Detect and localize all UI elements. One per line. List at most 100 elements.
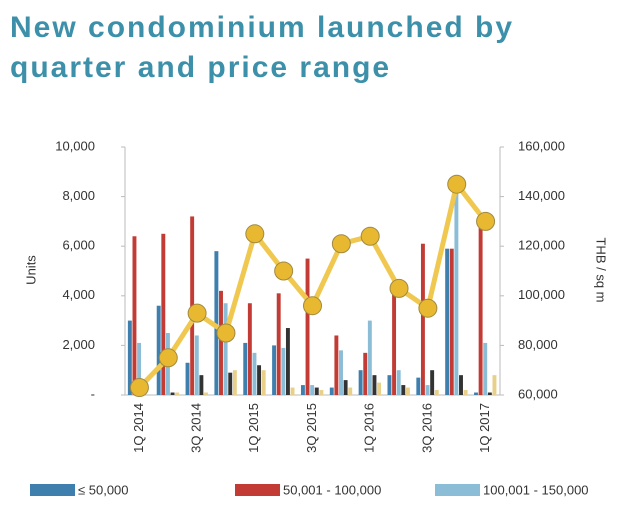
bar [396,370,401,395]
bar [363,352,368,395]
bar [199,375,204,395]
bar [300,385,305,395]
bar [228,372,233,395]
y2-tick-label: 80,000 [518,337,558,352]
bar [358,370,363,395]
bar [487,392,492,395]
line-marker [389,278,409,298]
legend-swatch [435,484,480,496]
legend-label: 100,001 - 150,000 [483,482,589,497]
y2-tick-label: 160,000 [518,138,565,153]
bar [454,184,459,395]
bar [276,293,281,395]
x-tick-label: 1Q 2017 [477,403,492,453]
bar [319,390,324,395]
y2-tick-label: 140,000 [518,188,565,203]
bar [343,380,348,395]
bar [401,385,406,395]
bar [420,243,425,395]
y-tick-label: 2,000 [62,337,95,352]
x-tick-label: 1Q 2016 [362,403,377,453]
bar [334,335,339,395]
bar [377,382,382,395]
line-marker [245,224,265,244]
line-marker [216,323,236,343]
line-marker [303,296,322,316]
bar [434,390,439,395]
y2-axis-label: THB / sq m [594,237,609,302]
bar [281,347,286,395]
legend-label: 50,001 - 100,000 [283,482,381,497]
bar [261,370,266,395]
bar [310,385,315,395]
bar [348,387,353,395]
bar [161,233,166,395]
bar [290,387,295,395]
bar [367,320,372,395]
bar [214,251,219,395]
bar [416,377,421,395]
bar [463,390,468,395]
bar [483,342,488,395]
bar [430,370,435,395]
line-marker [158,348,178,368]
bar [127,320,132,395]
bar [405,387,410,395]
y2-tick-label: 120,000 [518,238,565,253]
bar [272,345,277,395]
bar [387,375,392,395]
bar [175,392,180,395]
bar [339,350,343,395]
line-marker [274,261,294,281]
bar [247,303,252,395]
x-tick-label: 1Q 2015 [246,403,261,453]
bar [170,392,175,395]
bar [194,335,199,395]
y-tick-label: - [91,386,95,401]
bar [314,387,319,395]
x-tick-label: 3Q 2016 [419,403,434,453]
bar [132,236,137,395]
bar [257,365,262,395]
bar [459,375,463,395]
y2-tick-label: 60,000 [518,386,558,401]
y-tick-label: 8,000 [62,188,95,203]
chart-title: New condominium launched by quarter and … [10,11,515,84]
y-tick-label: 4,000 [62,287,95,302]
y-tick-label: 6,000 [62,238,95,253]
legend-label: ≤ 50,000 [78,482,129,497]
bar [223,303,228,395]
bar [219,290,223,395]
line-marker [476,211,496,231]
bar [243,342,248,395]
bar [285,328,290,395]
y-tick-label: 10,000 [55,138,95,153]
bar [232,370,237,395]
line-marker [187,303,207,323]
x-tick-label: 1Q 2014 [131,403,146,453]
bar [329,387,334,395]
legend-swatch [30,484,75,496]
bar [137,342,142,395]
bar [305,258,310,395]
bar [492,375,497,395]
bar [156,305,161,395]
legend-swatch [235,484,280,496]
bar [204,392,208,395]
bar [425,385,430,395]
bar [252,352,257,395]
bar [445,248,450,395]
y-axis-label: Units [23,255,38,285]
line-marker [360,226,380,246]
x-tick-label: 3Q 2015 [304,403,319,453]
bar [185,362,190,395]
line-marker [447,174,467,194]
line-marker [129,378,149,398]
bar [449,248,454,395]
bar [478,226,483,395]
bar [372,375,377,395]
y2-tick-label: 100,000 [518,287,565,302]
bar [392,288,397,395]
